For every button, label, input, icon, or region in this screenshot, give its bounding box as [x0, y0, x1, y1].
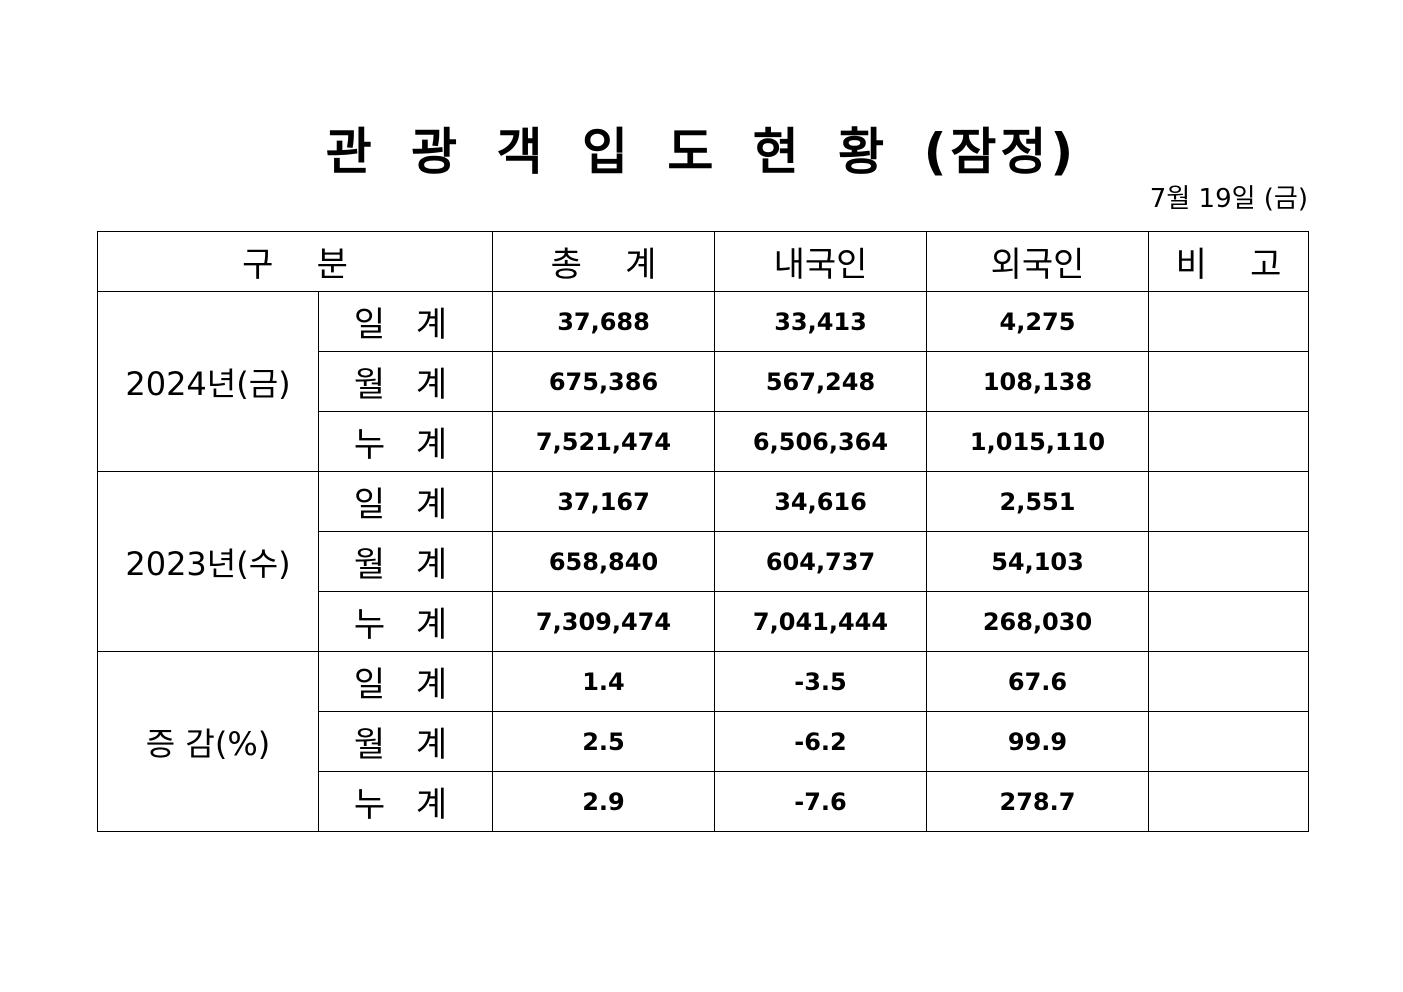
- domestic-cell: 7,041,444: [714, 591, 927, 652]
- period-label: 누 계: [318, 591, 493, 652]
- table-row: 2023년(수) 일 계 37,167 34,616 2,551: [97, 471, 1309, 652]
- note-cell: [1148, 651, 1309, 712]
- total-cell: 675,386: [492, 351, 715, 412]
- group-label: 2023년(수): [97, 471, 319, 652]
- domestic-cell: -7.6: [714, 771, 927, 832]
- note-cell: [1148, 291, 1309, 352]
- table-row: 월 계 658,840 604,737 54,103: [98, 531, 1309, 592]
- period-label: 월 계: [318, 531, 493, 592]
- table-row: 누 계 7,521,474 6,506,364 1,015,110: [98, 411, 1309, 472]
- table-row: 월 계 2.5 -6.2 99.9: [98, 711, 1309, 772]
- table-row: 누 계 2.9 -7.6 278.7: [98, 771, 1309, 832]
- period-label: 누 계: [318, 771, 493, 832]
- note-cell: [1148, 591, 1309, 652]
- report-date: 7월 19일 (금): [1149, 184, 1308, 214]
- note-cell: [1148, 411, 1309, 472]
- table-row: 증 감(%) 일 계 1.4 -3.5 67.6: [97, 651, 1309, 832]
- total-cell: 658,840: [492, 531, 715, 592]
- header-row: 구 분 총 계 내국인 외국인 비 고: [97, 231, 1309, 292]
- header-note: 비 고: [1148, 231, 1309, 292]
- table-row: 2024년(금) 일 계 37,688 33,413 4,275: [97, 291, 1309, 472]
- period-label: 일 계: [318, 651, 493, 712]
- domestic-cell: -6.2: [714, 711, 927, 772]
- period-label: 월 계: [318, 351, 493, 412]
- domestic-cell: 567,248: [714, 351, 927, 412]
- total-cell: 2.5: [492, 711, 715, 772]
- foreign-cell: 268,030: [926, 591, 1149, 652]
- document-title: 관 광 객 입 도 현 황 (잠정): [325, 123, 1078, 181]
- period-label: 누 계: [318, 411, 493, 472]
- foreign-cell: 54,103: [926, 531, 1149, 592]
- note-cell: [1148, 531, 1309, 592]
- tourist-arrivals-table: 구 분 총 계 내국인 외국인 비 고 2024년(금) 일 계 37,688 33,…: [97, 231, 1309, 832]
- foreign-cell: 108,138: [926, 351, 1149, 412]
- foreign-cell: 67.6: [926, 651, 1149, 712]
- group-label: 2024년(금): [97, 291, 319, 472]
- domestic-cell: 34,616: [714, 471, 927, 532]
- domestic-cell: 6,506,364: [714, 411, 927, 472]
- foreign-cell: 1,015,110: [926, 411, 1149, 472]
- group-label: 증 감(%): [97, 651, 319, 832]
- total-cell: 2.9: [492, 771, 715, 832]
- foreign-cell: 4,275: [926, 291, 1149, 352]
- period-label: 일 계: [318, 471, 493, 532]
- note-cell: [1148, 711, 1309, 772]
- period-label: 월 계: [318, 711, 493, 772]
- domestic-cell: -3.5: [714, 651, 927, 712]
- total-cell: 7,521,474: [492, 411, 715, 472]
- domestic-cell: 33,413: [714, 291, 927, 352]
- header-foreign: 외국인: [926, 231, 1149, 292]
- period-label: 일 계: [318, 291, 493, 352]
- header-domestic: 내국인: [714, 231, 927, 292]
- table-row: 누 계 7,309,474 7,041,444 268,030: [98, 591, 1309, 652]
- domestic-cell: 604,737: [714, 531, 927, 592]
- foreign-cell: 278.7: [926, 771, 1149, 832]
- foreign-cell: 99.9: [926, 711, 1149, 772]
- total-cell: 1.4: [492, 651, 715, 712]
- note-cell: [1148, 771, 1309, 832]
- total-cell: 37,167: [492, 471, 715, 532]
- note-cell: [1148, 471, 1309, 532]
- note-cell: [1148, 351, 1309, 412]
- foreign-cell: 2,551: [926, 471, 1149, 532]
- header-category: 구 분: [97, 231, 493, 292]
- total-cell: 7,309,474: [492, 591, 715, 652]
- header-total: 총 계: [492, 231, 715, 292]
- total-cell: 37,688: [492, 291, 715, 352]
